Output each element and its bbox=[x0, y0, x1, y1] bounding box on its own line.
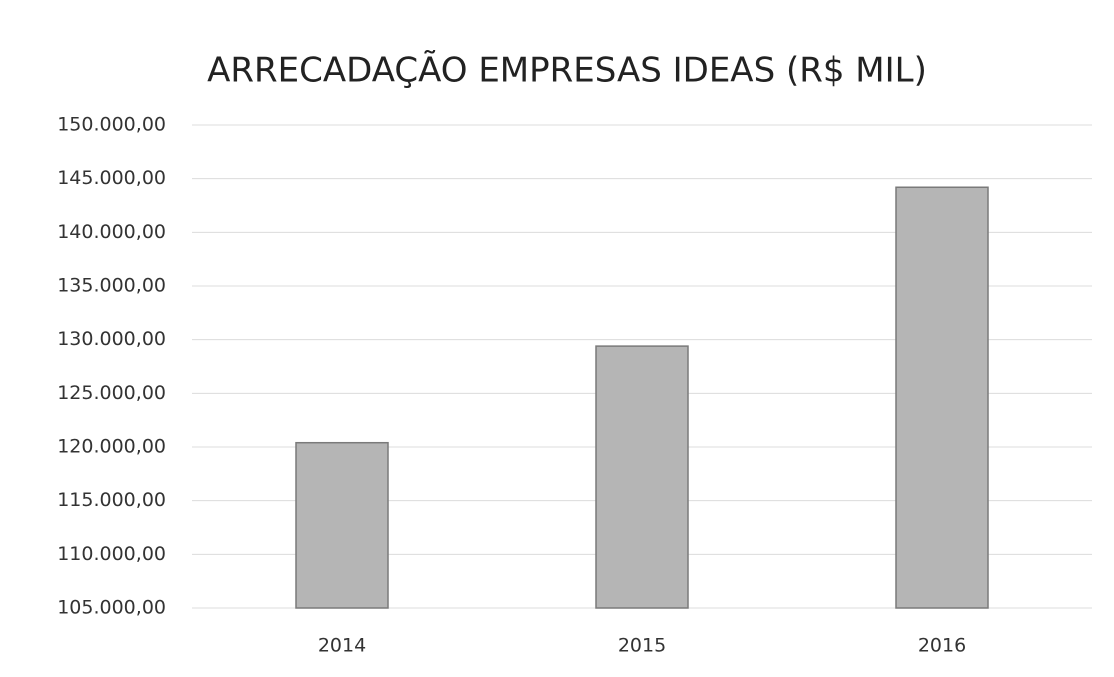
chart-title: ARRECADAÇÃO EMPRESAS IDEAS (R$ MIL) bbox=[207, 51, 927, 91]
y-tick-label: 115.000,00 bbox=[57, 489, 166, 511]
y-tick-label: 135.000,00 bbox=[57, 275, 166, 297]
bar bbox=[895, 186, 989, 609]
y-tick-label: 130.000,00 bbox=[57, 328, 166, 350]
x-tick-label: 2016 bbox=[918, 635, 966, 657]
bar bbox=[295, 441, 389, 609]
y-tick-label: 145.000,00 bbox=[57, 167, 166, 189]
y-tick-label: 125.000,00 bbox=[57, 382, 166, 404]
y-tick-label: 110.000,00 bbox=[57, 543, 166, 565]
y-tick-label: 150.000,00 bbox=[57, 114, 166, 136]
y-tick-label: 140.000,00 bbox=[57, 221, 166, 243]
bar bbox=[595, 345, 689, 609]
x-tick-label: 2014 bbox=[318, 635, 366, 657]
y-tick-label: 120.000,00 bbox=[57, 436, 166, 458]
x-tick-label: 2015 bbox=[618, 635, 666, 657]
y-tick-label: 105.000,00 bbox=[57, 597, 166, 619]
